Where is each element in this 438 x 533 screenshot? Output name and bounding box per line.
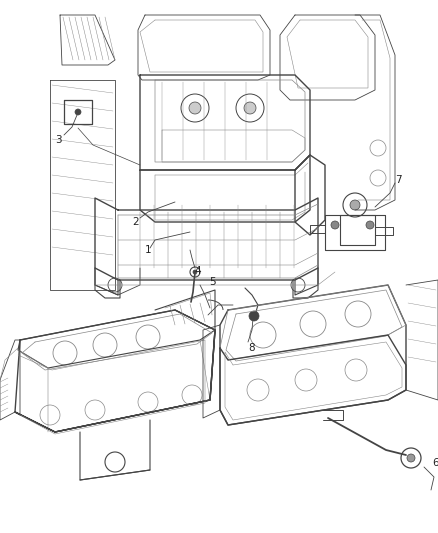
Text: 2: 2 <box>133 217 139 227</box>
Text: 4: 4 <box>194 266 201 276</box>
Circle shape <box>193 270 197 274</box>
Circle shape <box>366 221 374 229</box>
Text: 5: 5 <box>208 277 215 287</box>
Circle shape <box>350 200 360 210</box>
Circle shape <box>249 311 259 321</box>
Circle shape <box>244 102 256 114</box>
Circle shape <box>407 454 415 462</box>
Circle shape <box>189 102 201 114</box>
Circle shape <box>331 221 339 229</box>
Text: 7: 7 <box>395 175 401 185</box>
Text: 3: 3 <box>55 135 61 145</box>
Text: 8: 8 <box>249 343 255 353</box>
Text: 6: 6 <box>433 458 438 468</box>
Circle shape <box>75 109 81 115</box>
Text: 1: 1 <box>145 245 151 255</box>
